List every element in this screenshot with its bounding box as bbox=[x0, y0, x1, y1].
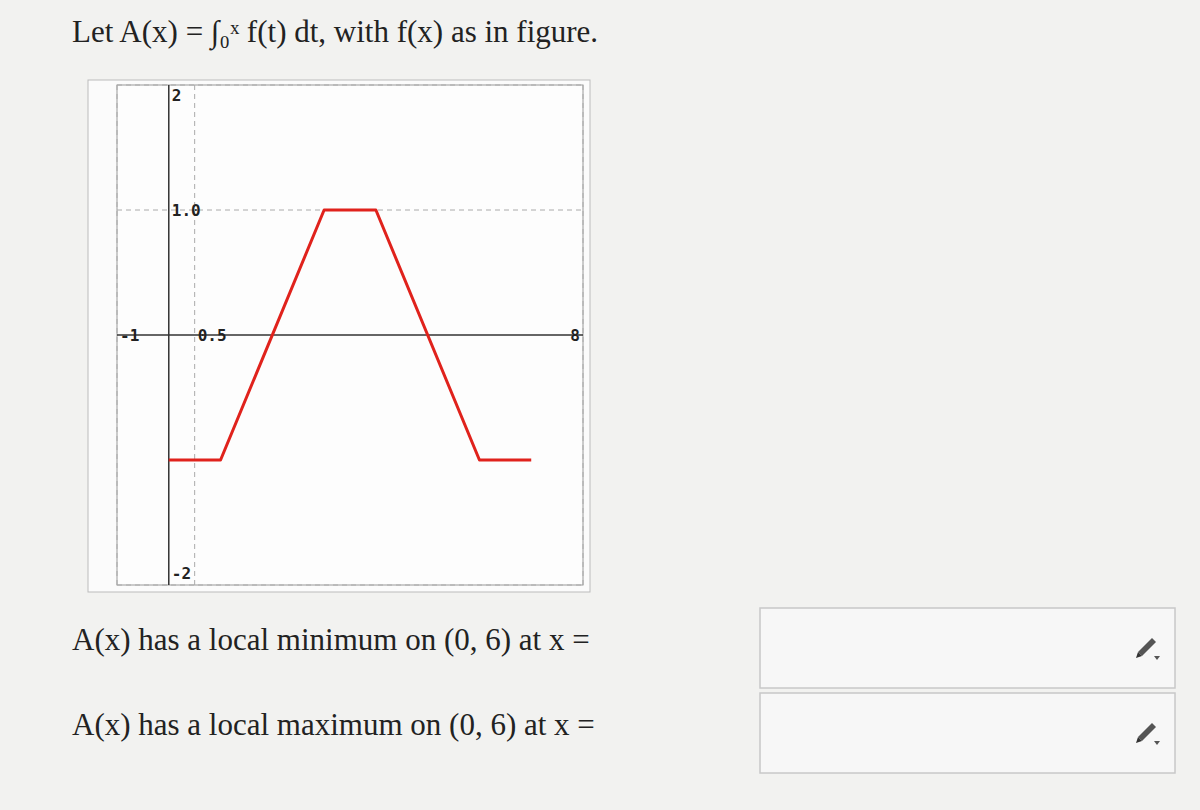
grid-line bbox=[117, 585, 583, 586]
x-tick-label: 0.5 bbox=[198, 326, 227, 345]
y-tick-label: -2 bbox=[172, 564, 191, 583]
y-tick-label: 2 bbox=[172, 86, 182, 105]
answer-input[interactable] bbox=[760, 608, 1175, 688]
title: Let A(x) = ∫₀ˣ f(t) dt, with f(x) as in … bbox=[72, 14, 598, 51]
plot-data bbox=[169, 210, 531, 460]
question: A(x) has a local maximum on (0, 6) at x … bbox=[72, 707, 595, 742]
f-line bbox=[169, 210, 531, 460]
pencil-icon[interactable] bbox=[1136, 638, 1160, 660]
page: Let A(x) = ∫₀ˣ f(t) dt, with f(x) as in … bbox=[0, 0, 1200, 810]
pencil-icon[interactable] bbox=[1136, 723, 1160, 745]
x-tick-label: 8 bbox=[570, 326, 580, 345]
answer-input[interactable] bbox=[760, 693, 1175, 773]
y-tick-label: 1.0 bbox=[172, 201, 201, 220]
x-tick-label: -1 bbox=[120, 326, 139, 345]
question: A(x) has a local minimum on (0, 6) at x … bbox=[72, 622, 590, 657]
plot-area bbox=[117, 85, 583, 585]
grid-line bbox=[117, 85, 583, 86]
graph-frame bbox=[88, 80, 590, 592]
x-axis bbox=[117, 334, 583, 336]
